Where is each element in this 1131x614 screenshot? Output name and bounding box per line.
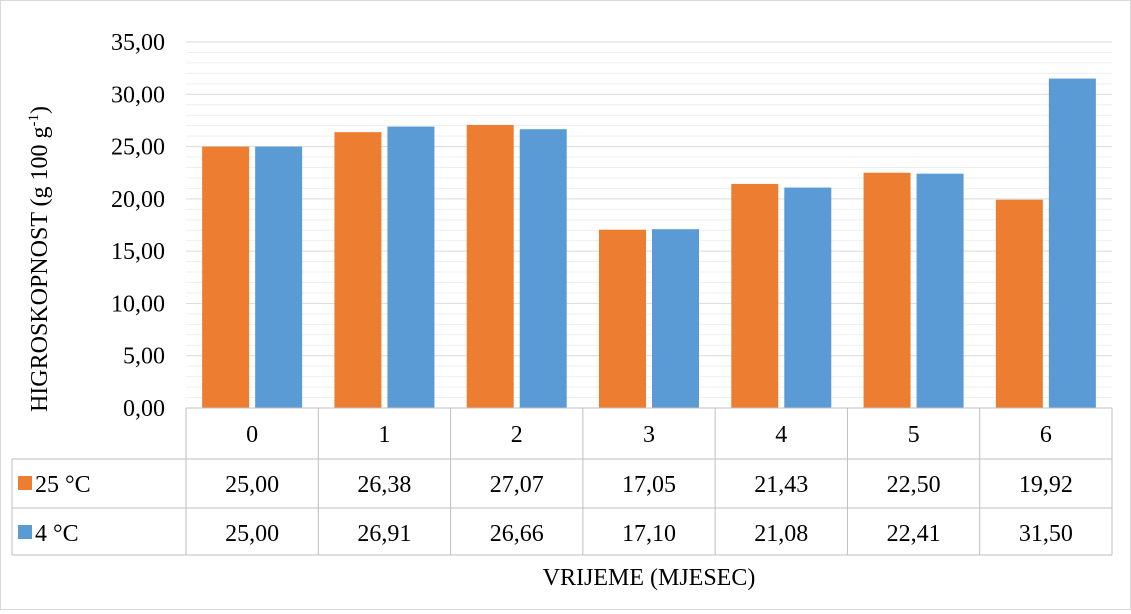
bar-series-1 [334, 132, 382, 408]
table-value: 27,07 [490, 472, 544, 498]
bar-series-2 [519, 129, 567, 408]
x-category-label: 6 [1040, 422, 1052, 448]
table-value: 26,38 [357, 472, 411, 498]
bar-series-2 [916, 173, 964, 408]
x-category-label: 1 [378, 422, 390, 448]
x-category-label: 0 [246, 422, 258, 448]
table-value: 22,41 [887, 521, 941, 547]
y-axis-ticks: 0,00 5,00 10,00 15,00 20,00 25,00 30,00 35,00 [111, 30, 165, 422]
table-value: 31,50 [1019, 521, 1073, 547]
bar-series-1 [466, 124, 514, 408]
bar-series-2 [255, 146, 303, 409]
bar-series-2 [784, 187, 832, 408]
bar-series-1 [995, 199, 1043, 408]
y-tick-label: 5,00 [123, 344, 165, 370]
table-value: 17,05 [622, 472, 676, 498]
table-value: 19,92 [1019, 472, 1073, 498]
y-tick-label: 30,00 [111, 82, 165, 108]
table-value: 22,50 [887, 472, 941, 498]
table-value: 25,00 [225, 472, 279, 498]
legend-label: 4 °C [35, 521, 79, 547]
bar-series-1 [731, 183, 779, 408]
y-tick-label: 35,00 [111, 30, 165, 56]
table-value: 26,66 [490, 521, 544, 547]
y-tick-label: 10,00 [111, 291, 165, 317]
bar-series-1 [863, 172, 911, 408]
y-tick-label: 25,00 [111, 135, 165, 161]
gridlines [186, 41, 1112, 399]
table-value: 26,91 [357, 521, 411, 547]
legend-key [18, 476, 32, 490]
bar-series-1 [202, 146, 250, 409]
table-value: 25,00 [225, 521, 279, 547]
x-category-label: 3 [643, 422, 655, 448]
y-axis-label-superscript: -1 [26, 114, 42, 127]
table-value: 17,10 [622, 521, 676, 547]
data-table: 0 1 2 3 4 5 6 25 °C 25,00 26,38 27,07 17,05 21,43 22,… [11, 407, 1113, 556]
y-axis-label: HIGROSKOPNOST (g 100 g-1) [26, 106, 53, 412]
table-value: 21,08 [754, 521, 808, 547]
table-value: 21,43 [754, 472, 808, 498]
y-axis-label-main: HIGROSKOPNOST (g 100 g [27, 126, 53, 412]
legend-label: 25 °C [35, 472, 91, 498]
y-axis-label-close: ) [27, 106, 53, 114]
bars [202, 78, 1096, 409]
y-tick-label: 15,00 [111, 239, 165, 265]
y-tick-label: 20,00 [111, 187, 165, 213]
legend-key [18, 525, 32, 539]
x-axis-label: VRIJEME (MJESEC) [543, 565, 756, 591]
x-category-label: 5 [908, 422, 920, 448]
bar-series-2 [387, 126, 435, 408]
bar-series-2 [652, 229, 699, 408]
bar-series-1 [599, 229, 646, 408]
y-tick-label: 0,00 [123, 396, 165, 422]
x-category-label: 2 [511, 422, 523, 448]
bar-series-2 [1048, 78, 1096, 408]
x-category-label: 4 [775, 422, 787, 448]
